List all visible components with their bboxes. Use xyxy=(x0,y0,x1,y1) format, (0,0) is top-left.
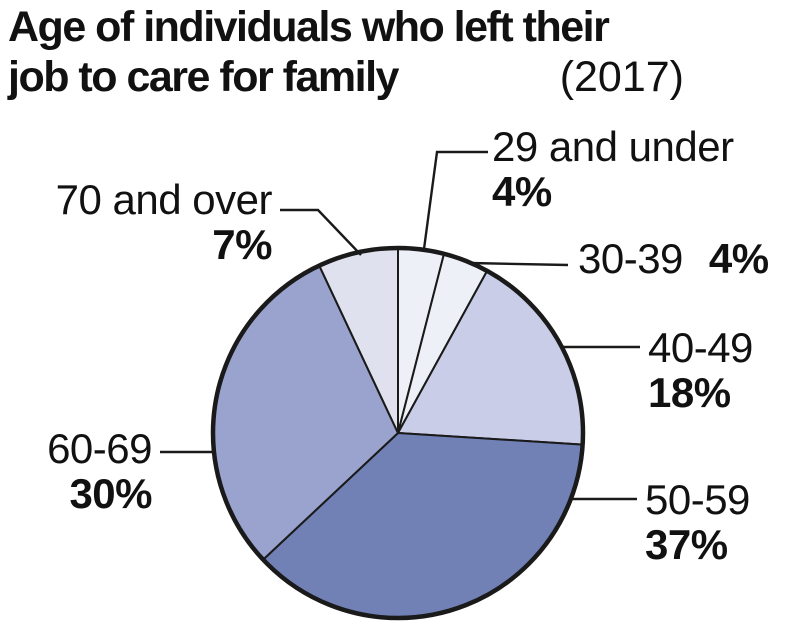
slice-label-30-39: 30-39 4% xyxy=(578,236,769,281)
leader-line-30-39 xyxy=(469,261,569,267)
slice-name: 29 and under xyxy=(492,123,734,170)
slice-label-50-59: 50-59 37% xyxy=(645,477,750,567)
slice-percent: 30% xyxy=(69,470,152,517)
chart-title-line1: Age of individuals who left their xyxy=(8,3,610,51)
slice-percent: 37% xyxy=(645,521,728,568)
leader-line-70-and-over xyxy=(280,208,362,256)
slice-name: 30-39 xyxy=(578,235,683,282)
slice-percent: 4% xyxy=(492,168,552,215)
chart-year-label: (2017) xyxy=(559,53,684,101)
slice-name: 70 and over xyxy=(55,176,273,223)
chart-title: Age of individuals who left their job to… xyxy=(8,2,698,102)
chart-title-line2-row: job to care for family (2017) xyxy=(8,52,684,102)
slice-name: 50-59 xyxy=(645,476,750,523)
slice-percent: 4% xyxy=(708,235,769,282)
slice-label-60-69: 60-69 30% xyxy=(0,426,152,516)
slice-label-40-49: 40-49 18% xyxy=(648,325,753,415)
slice-name: 40-49 xyxy=(648,324,753,371)
slice-percent: 7% xyxy=(212,221,272,268)
slice-label-70-and-over: 70 and over 7% xyxy=(0,176,273,268)
leader-line-29-and-under xyxy=(422,150,488,250)
pie-outline xyxy=(210,245,586,621)
slice-name: 60-69 xyxy=(47,425,152,472)
slice-percent: 18% xyxy=(648,369,731,416)
chart-title-line2: job to care for family xyxy=(8,53,399,101)
slice-label-29-and-under: 29 and under 4% xyxy=(492,124,734,214)
